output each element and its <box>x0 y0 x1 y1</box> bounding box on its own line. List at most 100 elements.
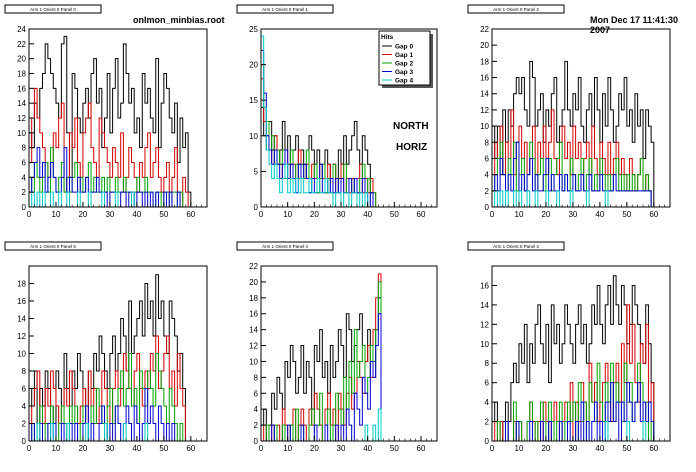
x-tick-label: 10 <box>283 444 292 453</box>
y-tick-label: 2 <box>485 418 490 427</box>
y-tick-label: 0 <box>485 437 490 446</box>
x-tick-label: 50 <box>622 444 631 453</box>
x-tick-label: 30 <box>337 210 346 219</box>
y-tick-label: 16 <box>480 74 489 83</box>
panel-title-box <box>467 241 565 251</box>
panel-title: Arm 1 Orient 0 Panel 4 <box>262 244 308 249</box>
y-tick-label: 0 <box>22 437 27 446</box>
x-tick-label: 10 <box>283 210 292 219</box>
panel-title: Arm 1 Orient 0 Panel 0 <box>30 7 76 12</box>
y-tick-label: 12 <box>17 332 26 341</box>
x-tick-label: 60 <box>649 210 658 219</box>
y-tick-label: 16 <box>249 310 258 319</box>
panel-title-box <box>236 241 334 251</box>
y-tick-label: 12 <box>480 320 489 329</box>
y-tick-label: 18 <box>480 57 489 66</box>
y-tick-label: 20 <box>480 41 489 50</box>
x-tick-label: 60 <box>417 210 426 219</box>
histogram-panel: Arm 1 Orient 0 Panel 2 0 10 20 30 40 50 60 0 2 4 6 8… <box>467 4 671 219</box>
series-line <box>491 60 655 207</box>
x-tick-label: 0 <box>27 444 32 453</box>
x-tick-label: 0 <box>259 444 264 453</box>
panel-title-box <box>236 4 334 14</box>
series-line <box>28 147 191 208</box>
y-tick-label: 18 <box>17 70 26 79</box>
y-tick-label: 6 <box>22 159 27 168</box>
x-tick-label: 10 <box>52 444 61 453</box>
y-tick-label: 8 <box>485 359 490 368</box>
y-tick-label: 15 <box>249 96 258 105</box>
y-tick-label: 16 <box>17 84 26 93</box>
x-tick-label: 30 <box>105 210 114 219</box>
histogram-panel: Arm 1 Orient 0 Panel 00 10 20 30 40 50 6002468… <box>4 4 208 219</box>
x-tick-label: 40 <box>132 210 141 219</box>
y-tick-label: 4 <box>22 173 27 182</box>
y-tick-label: 10 <box>480 340 489 349</box>
y-tick-label: 12 <box>17 114 26 123</box>
x-tick-label: 20 <box>310 444 319 453</box>
y-tick-label: 22 <box>249 262 258 271</box>
y-tick-label: 8 <box>485 138 490 147</box>
legend-title: Hits <box>381 34 394 41</box>
y-tick-label: 8 <box>22 367 27 376</box>
panel-title: Arm 1 Orient 0 Panel 1 <box>262 7 308 12</box>
y-tick-label: 20 <box>249 61 258 70</box>
x-tick-label: 60 <box>186 444 195 453</box>
timestamp: Mon Dec 17 11:41:30 2007 <box>590 15 679 35</box>
y-tick-label: 22 <box>17 40 26 49</box>
y-tick-label: 10 <box>249 357 258 366</box>
x-tick-label: 0 <box>27 210 32 219</box>
x-tick-label: 30 <box>337 444 346 453</box>
x-tick-label: 50 <box>159 210 168 219</box>
y-tick-label: 6 <box>22 385 27 394</box>
y-tick-label: 8 <box>254 373 259 382</box>
y-tick-label: 6 <box>485 379 490 388</box>
y-tick-label: 10 <box>480 122 489 131</box>
histogram-panel: Arm 1 Orient 0 Panel 3 0 10 20 30 40 50 60 0 2 4 6 8… <box>467 241 671 453</box>
y-tick-label: 14 <box>249 326 258 335</box>
legend-entry: Gap 1 <box>395 52 413 59</box>
x-tick-label: 0 <box>490 444 495 453</box>
y-tick-label: 18 <box>17 280 26 289</box>
y-tick-label: 5 <box>254 167 259 176</box>
y-tick-label: 16 <box>480 281 489 290</box>
series-line <box>28 35 192 207</box>
y-tick-label: 0 <box>254 203 259 212</box>
x-tick-label: 20 <box>310 210 319 219</box>
plot-frame <box>491 28 671 208</box>
y-tick-label: 8 <box>22 144 27 153</box>
x-tick-label: 60 <box>649 444 658 453</box>
y-tick-label: 14 <box>480 90 489 99</box>
y-tick-label: 18 <box>249 294 258 303</box>
y-tick-label: 6 <box>485 154 490 163</box>
x-tick-label: 40 <box>132 444 141 453</box>
y-tick-label: 24 <box>17 25 26 34</box>
x-tick-label: 50 <box>390 444 399 453</box>
plot-frame <box>260 265 438 442</box>
y-tick-label: 12 <box>480 106 489 115</box>
panel-title: Arm 1 Orient 0 Panel 5 <box>30 244 76 249</box>
panel-title-box <box>4 4 102 14</box>
x-tick-label: 30 <box>568 210 577 219</box>
histogram-panel: Arm 1 Orient 0 Panel 5 0 10 20 30 40 50 60 0 2 4 6 8… <box>4 241 208 453</box>
histogram-panel: Arm 1 Orient 0 Panel 4 0 10 20 30 40 50 60 0 2 4 6 8… <box>236 241 438 453</box>
y-tick-label: 16 <box>17 297 26 306</box>
x-tick-label: 50 <box>159 444 168 453</box>
y-tick-label: 4 <box>485 171 490 180</box>
y-tick-label: 10 <box>249 132 258 141</box>
x-tick-label: 40 <box>595 444 604 453</box>
legend-entry: Gap 0 <box>395 44 413 51</box>
x-tick-label: 40 <box>363 444 372 453</box>
x-tick-label: 40 <box>595 210 604 219</box>
panel-title: Arm 1 Orient 0 Panel 3 <box>493 244 539 249</box>
panel-title: Arm 1 Orient 0 Panel 2 <box>493 7 539 12</box>
y-tick-label: 4 <box>254 405 259 414</box>
series-line <box>491 141 654 208</box>
y-tick-label: 20 <box>17 55 26 64</box>
x-tick-label: 30 <box>568 444 577 453</box>
y-tick-label: 6 <box>254 389 259 398</box>
y-tick-label: 12 <box>249 342 258 351</box>
